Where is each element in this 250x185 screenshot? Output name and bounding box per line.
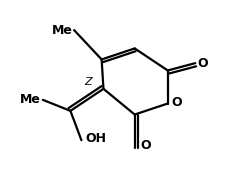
Text: O: O xyxy=(196,57,207,70)
Text: O: O xyxy=(171,96,181,109)
Text: O: O xyxy=(140,139,150,152)
Text: Z: Z xyxy=(84,77,91,87)
Text: Me: Me xyxy=(20,93,41,106)
Text: Me: Me xyxy=(51,23,72,37)
Text: OH: OH xyxy=(85,132,106,145)
